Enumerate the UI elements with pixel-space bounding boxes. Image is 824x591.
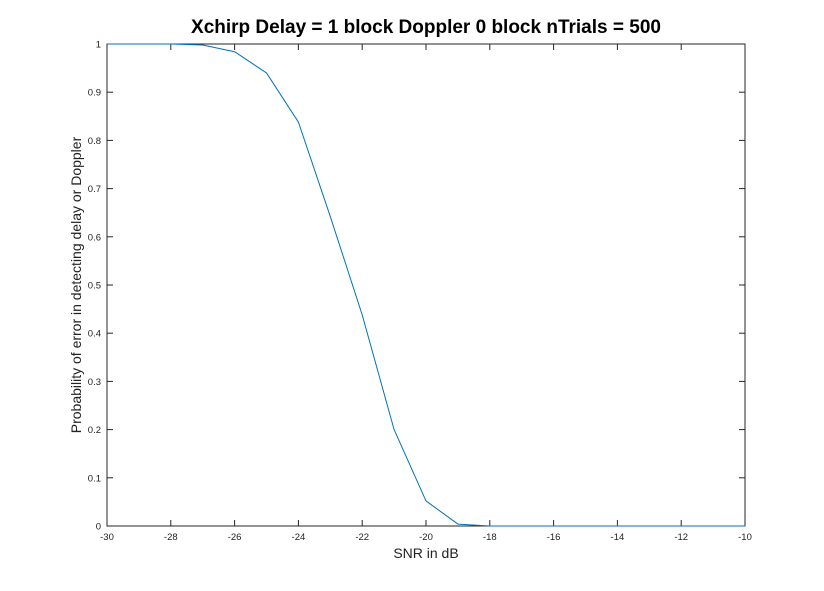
- x-tick-label: -30: [100, 532, 114, 543]
- x-tick-label: -22: [355, 532, 369, 543]
- series-line: [107, 43, 745, 527]
- x-axis-label: SNR in dB: [393, 545, 458, 561]
- y-tick-label: 0.3: [88, 377, 101, 388]
- chart-title: Xchirp Delay = 1 block Doppler 0 block n…: [191, 17, 661, 38]
- y-tick-label: 0.1: [88, 473, 101, 484]
- x-tick-label: -18: [483, 532, 497, 543]
- y-tick-label: 1: [96, 40, 101, 51]
- x-tick-labels: -30 -28 -26 -24 -22 -20 -18 -16 -14 -12 -10: [100, 532, 752, 543]
- x-tick-label: -26: [228, 532, 242, 543]
- x-tick-label: -10: [738, 532, 752, 543]
- y-tick-label: 0.4: [88, 329, 101, 340]
- plot-area: [106, 43, 746, 527]
- x-tick-label: -16: [547, 532, 561, 543]
- x-tick-label: -12: [674, 532, 688, 543]
- y-tick-label: 0.5: [88, 281, 101, 292]
- y-tick-label: 0.2: [88, 425, 101, 436]
- x-tick-label: -14: [611, 532, 625, 543]
- y-tick-label: 0.8: [88, 136, 101, 147]
- y-tick-label: 0: [96, 522, 101, 533]
- x-tick-label: -20: [419, 532, 433, 543]
- y-tick-label: 0.6: [88, 232, 101, 243]
- series-group: [107, 43, 745, 527]
- x-tick-label: -28: [164, 532, 178, 543]
- axis-ticks: [106, 43, 746, 527]
- y-axis-label: Probability of error in detecting delay …: [68, 136, 84, 433]
- x-tick-label: -24: [292, 532, 306, 543]
- y-tick-label: 0.9: [88, 88, 101, 99]
- y-tick-labels: 0 0.1 0.2 0.3 0.4 0.5 0.6 0.7 0.8 0.9 1: [88, 40, 101, 533]
- y-tick-label: 0.7: [88, 184, 101, 195]
